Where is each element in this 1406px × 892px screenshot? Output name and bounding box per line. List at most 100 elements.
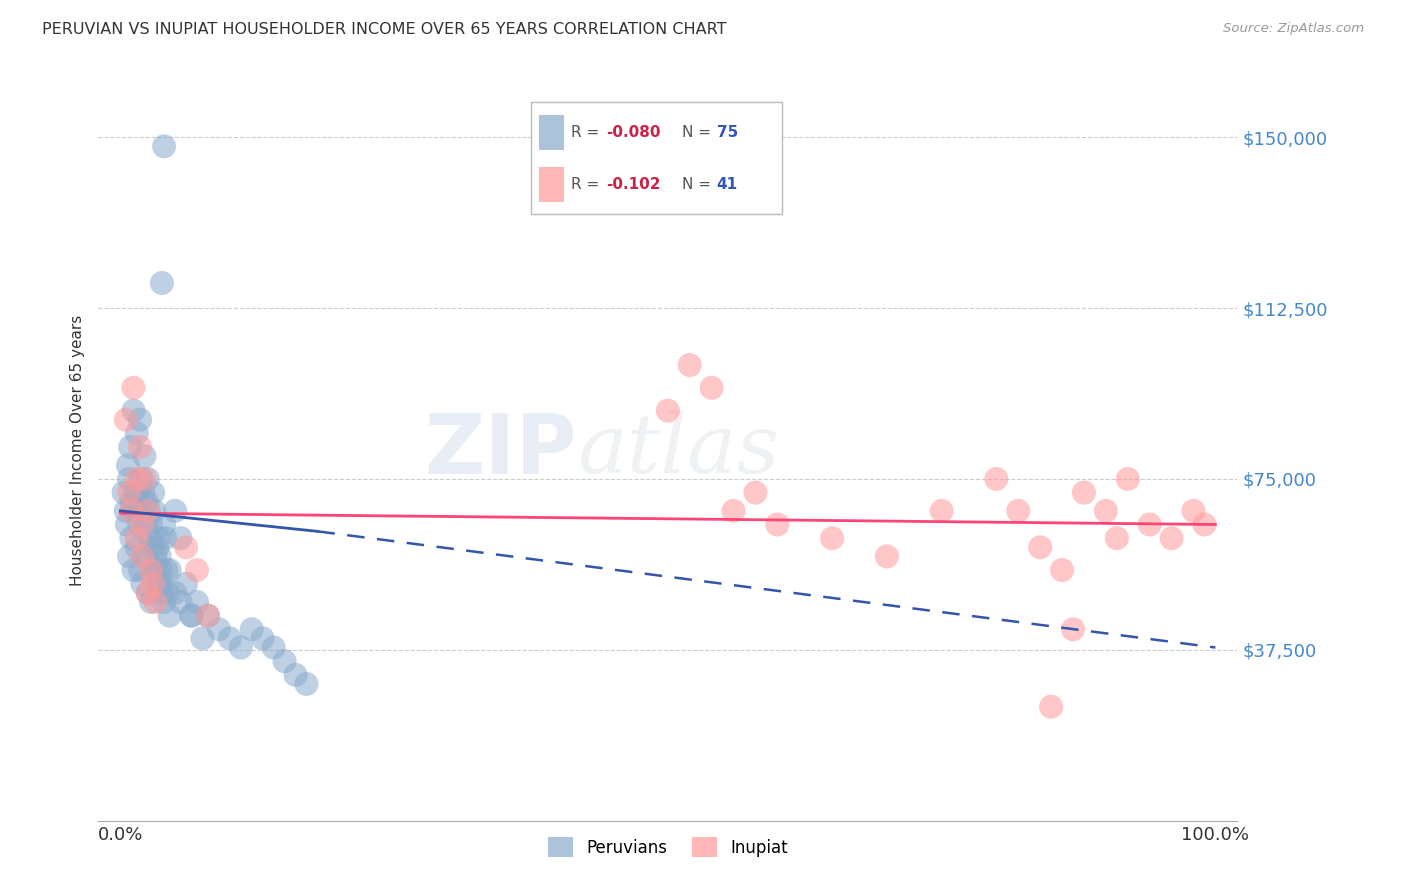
Point — [146, 541, 169, 555]
Point — [986, 472, 1008, 486]
Point — [1116, 472, 1139, 486]
Point — [122, 563, 145, 577]
Point — [155, 531, 177, 545]
Point — [153, 517, 176, 532]
Point — [125, 541, 148, 555]
Point — [138, 504, 160, 518]
Point — [124, 485, 146, 500]
Point — [174, 576, 197, 591]
Point — [131, 576, 153, 591]
Point — [132, 485, 155, 500]
Point — [131, 504, 153, 518]
Point — [1105, 531, 1128, 545]
Point — [125, 472, 148, 486]
Point — [155, 563, 177, 577]
Point — [120, 440, 142, 454]
Point — [112, 485, 135, 500]
Point — [139, 531, 162, 545]
Point — [117, 458, 139, 473]
Point — [197, 608, 219, 623]
Point — [128, 517, 150, 532]
Point — [142, 563, 165, 577]
Point — [120, 531, 142, 545]
Point — [129, 440, 152, 454]
Point — [723, 504, 745, 518]
Point — [145, 549, 167, 564]
Point — [115, 517, 138, 532]
Point — [191, 632, 214, 646]
Point — [145, 563, 167, 577]
Point — [240, 622, 263, 636]
Point — [156, 586, 179, 600]
Point — [218, 632, 240, 646]
Point — [700, 381, 723, 395]
Point — [657, 403, 679, 417]
Point — [114, 504, 136, 518]
Point — [284, 668, 307, 682]
Point — [1040, 699, 1063, 714]
Point — [134, 517, 156, 532]
Point — [165, 504, 187, 518]
Point — [1160, 531, 1182, 545]
Point — [129, 413, 152, 427]
Point — [208, 622, 231, 636]
Point — [821, 531, 844, 545]
Point — [197, 608, 219, 623]
Point — [186, 563, 208, 577]
Point — [136, 586, 159, 600]
Point — [1050, 563, 1073, 577]
Point — [174, 541, 197, 555]
Point — [141, 541, 163, 555]
Point — [744, 485, 766, 500]
Point — [148, 576, 170, 591]
Point — [180, 608, 202, 623]
Point — [121, 504, 143, 518]
Point — [129, 563, 152, 577]
Point — [124, 504, 146, 518]
Point — [1182, 504, 1205, 518]
Point — [134, 449, 156, 463]
Point — [1062, 622, 1084, 636]
Point — [186, 595, 208, 609]
Point — [134, 472, 156, 486]
Point — [134, 549, 156, 564]
Point — [142, 576, 165, 591]
Point — [1029, 541, 1052, 555]
Point — [122, 381, 145, 395]
Point — [125, 531, 148, 545]
Point — [131, 517, 153, 532]
Legend: Peruvians, Inupiat: Peruvians, Inupiat — [541, 830, 794, 864]
Point — [136, 472, 159, 486]
Point — [263, 640, 285, 655]
Point — [273, 654, 295, 668]
Point — [766, 517, 789, 532]
Point — [169, 531, 191, 545]
Point — [118, 549, 141, 564]
Point — [159, 563, 181, 577]
Point — [153, 595, 176, 609]
Point — [120, 494, 142, 508]
Point — [139, 595, 162, 609]
Point — [149, 563, 172, 577]
Point — [139, 517, 162, 532]
Y-axis label: Householder Income Over 65 years: Householder Income Over 65 years — [69, 315, 84, 586]
Text: PERUVIAN VS INUPIAT HOUSEHOLDER INCOME OVER 65 YEARS CORRELATION CHART: PERUVIAN VS INUPIAT HOUSEHOLDER INCOME O… — [42, 22, 727, 37]
Point — [127, 485, 149, 500]
Point — [931, 504, 953, 518]
Point — [139, 563, 162, 577]
Point — [131, 549, 153, 564]
Point — [876, 549, 898, 564]
Text: Source: ZipAtlas.com: Source: ZipAtlas.com — [1223, 22, 1364, 36]
Point — [229, 640, 252, 655]
Point — [150, 576, 173, 591]
Point — [148, 531, 170, 545]
Point — [159, 608, 181, 623]
Point — [180, 608, 202, 623]
Point — [142, 485, 165, 500]
Point — [114, 413, 136, 427]
Point — [120, 504, 142, 518]
Point — [149, 549, 172, 564]
Point — [295, 677, 318, 691]
Point — [118, 472, 141, 486]
Text: atlas: atlas — [576, 410, 779, 491]
